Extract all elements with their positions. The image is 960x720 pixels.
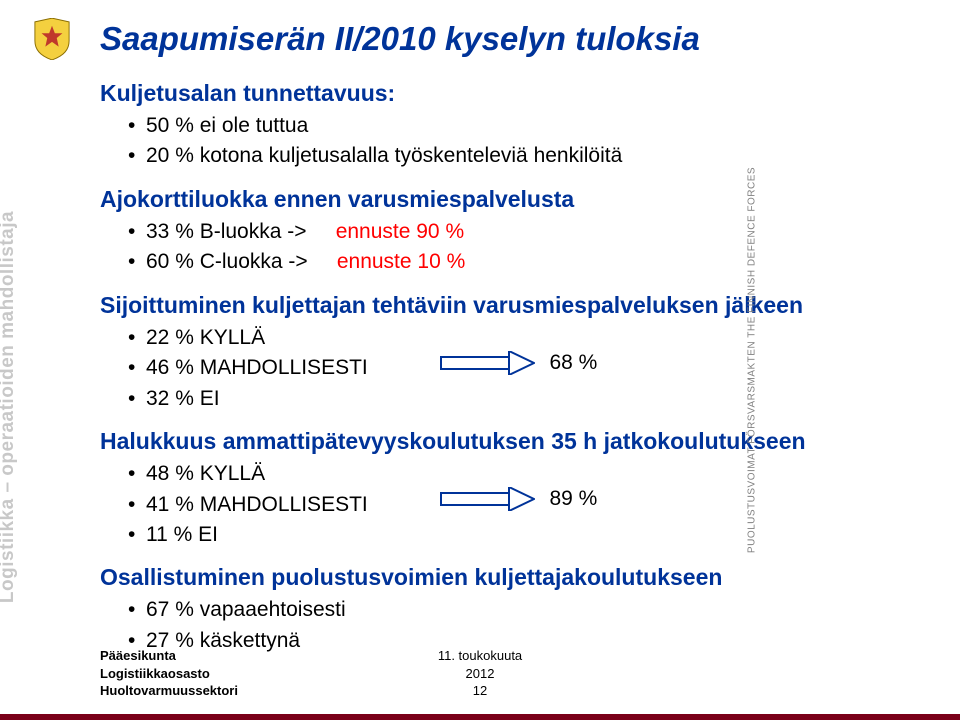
bullet-group: 48 % KYLLÄ 41 % MAHDOLLISESTI 11 % EI 89… <box>100 459 900 550</box>
crest-icon <box>33 18 71 60</box>
footer-year: 2012 <box>438 665 522 683</box>
footer-org3: Huoltovarmuussektori <box>100 682 238 700</box>
content-area: Saapumiserän II/2010 kyselyn tuloksia Ku… <box>100 20 900 656</box>
arrow-icon <box>440 487 535 511</box>
ennuste-text: ennuste 90 % <box>336 220 464 243</box>
footer-page: 12 <box>438 682 522 700</box>
arrow-pct: 89 % <box>549 487 597 510</box>
bullet-item: 48 % KYLLÄ <box>128 459 900 489</box>
arrow-icon <box>440 351 535 375</box>
arrow-with-pct: 89 % <box>440 487 597 511</box>
footer-org2: Logistiikkaosasto <box>100 665 238 683</box>
bullet-group: 22 % KYLLÄ 46 % MAHDOLLISESTI 32 % EI 68… <box>100 323 900 414</box>
bullet-item: 60 % C-luokka -> ennuste 10 % <box>128 247 900 277</box>
section-heading: Sijoittuminen kuljettajan tehtäviin varu… <box>100 292 900 319</box>
right-org-text: PUOLUSTUSVOIMAT FÖRSVARSMAKTEN THE FINNI… <box>746 167 757 553</box>
bullet-item: 22 % KYLLÄ <box>128 323 900 353</box>
slide-title: Saapumiserän II/2010 kyselyn tuloksia <box>100 20 900 58</box>
arrow-with-pct: 68 % <box>440 351 597 375</box>
section-heading: Ajokorttiluokka ennen varusmiespalvelust… <box>100 186 900 213</box>
bullet-item: 11 % EI <box>128 520 900 550</box>
footer-left: Pääesikunta Logistiikkaosasto Huoltovarm… <box>100 647 238 700</box>
bottom-border <box>0 714 960 720</box>
bullet-text: 60 % C-luokka -> <box>146 250 308 273</box>
slide-root: Logistiikka – operaatioiden mahdollistaj… <box>0 0 960 720</box>
ennuste-text: ennuste 10 % <box>337 250 465 273</box>
footer-org1: Pääesikunta <box>100 647 238 665</box>
section-heading: Kuljetusalan tunnettavuus: <box>100 80 900 107</box>
bullet-item: 33 % B-luokka -> ennuste 90 % <box>128 217 900 247</box>
bullet-item: 67 % vapaaehtoisesti <box>128 595 900 625</box>
bullet-list: 50 % ei ole tuttua 20 % kotona kuljetusa… <box>128 111 900 172</box>
footer-center: 11. toukokuuta 2012 12 <box>438 647 522 700</box>
bullet-text: 33 % B-luokka -> <box>146 220 307 243</box>
section-heading: Halukkuus ammattipätevyyskoulutuksen 35 … <box>100 428 900 455</box>
section-heading: Osallistuminen puolustusvoimien kuljetta… <box>100 564 900 591</box>
bullet-item: 20 % kotona kuljetusalalla työskentelevi… <box>128 141 900 171</box>
left-sidebar-text: Logistiikka – operaatioiden mahdollistaj… <box>0 211 19 603</box>
bullet-item: 50 % ei ole tuttua <box>128 111 900 141</box>
arrow-pct: 68 % <box>549 351 597 374</box>
bullet-item: 32 % EI <box>128 384 900 414</box>
footer-date: 11. toukokuuta <box>438 647 522 665</box>
bullet-list: 33 % B-luokka -> ennuste 90 % 60 % C-luo… <box>128 217 900 278</box>
